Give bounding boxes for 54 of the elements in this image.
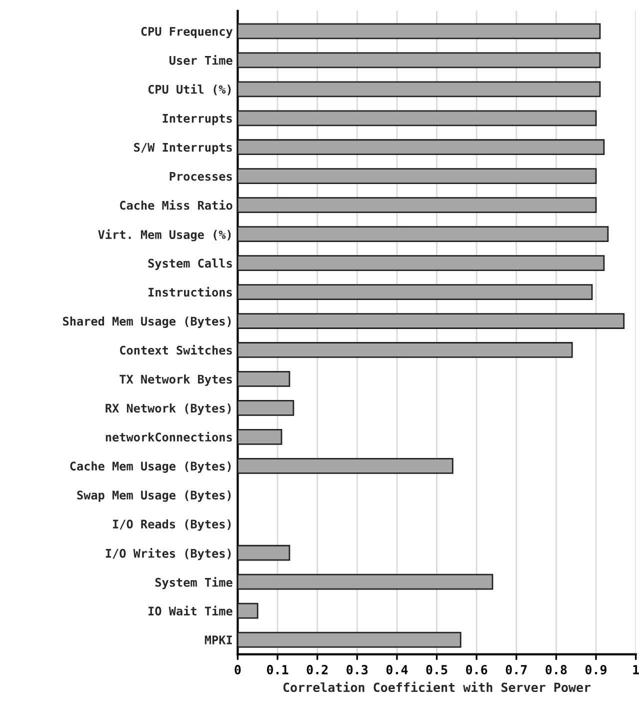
y-tick-label: MPKI [204,636,232,644]
bar [238,255,605,271]
bar [238,458,454,474]
y-tick-label: I/O Writes (Bytes) [106,548,231,560]
bar [238,342,573,358]
y-tick-label: TX Network Bytes [120,374,232,386]
y-tick-label: Cache Miss Ratio [120,200,232,210]
y-tick-label: Interrupts [162,114,232,126]
y-tick-label: Instructions [148,286,232,297]
x-tick-label: 0.3 [346,664,368,674]
y-tick-label: Cache Mem Usage (Bytes) [70,461,231,473]
bar [238,602,258,619]
y-tick-label: Virt. Mem Usage (%) [98,229,231,242]
bar [238,197,597,214]
bar [238,52,601,68]
y-tick-label: IO Wait Time [148,606,232,616]
x-tick-label: 0.4 [386,664,408,674]
x-tick-label: 0.5 [426,664,448,674]
bar [238,313,625,329]
bar [238,400,294,416]
bar [238,110,597,126]
bar [238,23,601,40]
bar [238,168,597,184]
bar [238,574,494,590]
x-tick-label: 0.8 [546,664,567,674]
y-tick-label: Processes [170,172,232,181]
y-tick-label: CPU Util (%) [148,84,231,96]
y-tick-label: User Time [169,55,232,65]
bar [238,226,609,242]
bar [238,139,605,156]
x-tick-label: 1 [633,665,639,674]
bar [238,632,462,648]
x-axis-title: Correlation Coefficient with Server Power [283,682,591,692]
x-tick-label: 0.6 [466,664,488,674]
y-tick-label: networkConnections [106,432,232,442]
y-tick-label: Shared Mem Usage (Bytes) [63,316,231,328]
x-tick-label: 0.7 [506,664,527,674]
y-tick-label: System Time [155,577,232,590]
bar [238,544,290,561]
y-tick-label: CPU Frequency [141,26,233,38]
y-tick-label: Swap Mem Usage (Bytes) [77,490,231,502]
y-tick-label: S/W Interrupts [134,142,232,154]
x-tick-label: 0.1 [266,664,288,674]
x-tick-label: 0 [234,664,241,674]
bar [238,284,593,300]
bar [238,371,290,387]
y-tick-label: System Calls [148,258,232,270]
x-tick-label: 0.2 [306,664,328,674]
y-tick-label: I/O Reads (Bytes) [113,519,231,531]
bar [238,428,282,445]
y-tick-label: RX Network (Bytes) [106,403,231,415]
bar [238,81,601,98]
y-tick-label: Context Switches [120,344,232,355]
x-tick-label: 0.9 [585,664,606,674]
